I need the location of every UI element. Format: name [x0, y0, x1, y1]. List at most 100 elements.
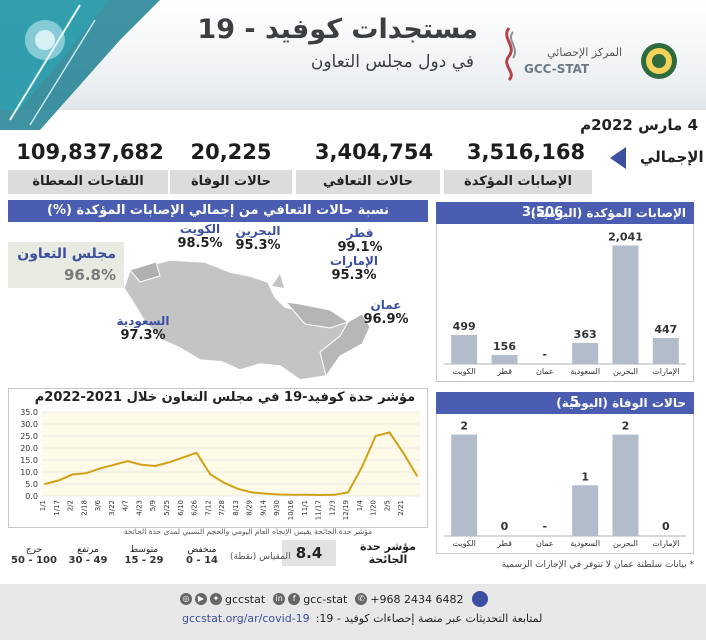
social-gcc-stat-link[interactable]: in f gcc-stat: [273, 593, 347, 606]
x-tick-label: 3/22: [108, 500, 116, 516]
y-tick-label: 20.0: [20, 444, 38, 453]
gcc-recovery-value: 96.8%: [63, 266, 116, 284]
bar-value-label: 1: [581, 470, 589, 483]
total-deaths-value: 20,225: [190, 140, 272, 164]
bar-value-label: 447: [654, 323, 677, 336]
category-label: عمان: [536, 539, 554, 548]
severity-chart-caption: مؤشر حدة الجائحة يقيس الإتجاه العام اليو…: [124, 527, 372, 536]
y-tick-label: 15.0: [20, 456, 38, 465]
data-point: [360, 466, 363, 469]
daily-cases-total: 3,506: [522, 205, 564, 220]
bar: [572, 485, 599, 536]
whatsapp-link[interactable]: ✆ +968 2434 6482: [355, 592, 464, 606]
bar-value-label: 156: [493, 340, 516, 353]
bar: [612, 245, 639, 364]
arrow-left-icon: [610, 147, 626, 169]
uae-name: الإمارات: [329, 254, 379, 268]
x-tick-label: 4/23: [135, 500, 143, 516]
data-point: [99, 467, 102, 470]
total-confirmed-label: الإصابات المؤكدة: [444, 170, 592, 194]
report-date: 4 مارس 2022م: [580, 116, 698, 134]
data-point: [264, 492, 267, 495]
data-point: [195, 451, 198, 454]
bar-value-label: 0: [662, 520, 670, 533]
saudi-value: 97.3%: [120, 328, 166, 343]
data-point: [209, 473, 212, 476]
data-point: [292, 493, 294, 496]
x-tick-label: 11/17: [315, 500, 323, 520]
daily-cases-bar-chart: 499 الكويت 156 قطر - عمان 363 السعودية 2,041 البح…: [444, 230, 686, 377]
covid-platform-icon: [471, 591, 488, 607]
y-tick-label: 30.0: [20, 420, 38, 429]
data-point: [223, 481, 226, 484]
contact-row: ◎ ▶ ✦ gccstat in f gcc-stat ✆ +968 2434 …: [180, 590, 488, 608]
uae-value: 95.3%: [331, 268, 377, 283]
data-point: [347, 491, 350, 494]
total-vaccines-label: اللقاحات المعطاة: [8, 170, 168, 194]
saudi-name: السعودية: [116, 314, 170, 328]
category-label: قطر: [496, 367, 512, 376]
daily-deaths-label: حالات الوفاة (اليومية): [556, 396, 686, 410]
bahrain-name: البحرين: [235, 224, 281, 238]
footer-link-row: gccstat.org/ar/covid-19 لمتابعة التحديثا…: [182, 612, 542, 625]
data-point: [126, 460, 129, 463]
qatar-value: 99.1%: [337, 240, 383, 255]
category-label: الإمارات: [652, 367, 679, 377]
scale-level-medium: متوسط 15 - 29: [118, 545, 170, 566]
x-tick-label: 2/5: [383, 500, 391, 511]
map-label-bahrain: البحرين 95.3%: [228, 224, 288, 253]
bar-value-label: 0: [501, 520, 509, 533]
daily-deaths-header: حالات الوفاة (اليومية) 5: [436, 392, 694, 414]
x-tick-label: 1/1: [39, 500, 47, 511]
data-point: [236, 487, 239, 490]
total-recovered-label: حالات التعافي: [296, 170, 440, 194]
facebook-icon: f: [288, 593, 301, 605]
category-label: عمان: [536, 367, 554, 376]
phone-number: +968 2434 6482: [370, 592, 464, 606]
category-label: السعودية: [570, 539, 600, 548]
category-label: البحرين: [613, 539, 638, 548]
data-point: [250, 491, 253, 494]
scale-low-name: منخفض: [187, 545, 217, 555]
severity-scale-label: المقياس (نقطة): [230, 552, 291, 562]
x-tick-label: 2/2: [67, 500, 75, 511]
social-gccstat-link[interactable]: ◎ ▶ ✦ gccstat: [180, 593, 265, 606]
gcc-recovery-label: مجلس التعاون: [17, 246, 116, 262]
bar: [652, 338, 679, 364]
plot-area: [42, 412, 420, 496]
kuwait-name: الكويت: [179, 222, 221, 236]
page-subtitle: في دول مجلس التعاون: [310, 52, 474, 72]
bar: [451, 434, 478, 536]
x-tick-label: 6/10: [177, 500, 185, 516]
scale-critical-name: حرج: [25, 545, 43, 555]
covid-platform-url[interactable]: gccstat.org/ar/covid-19: [182, 612, 310, 625]
x-tick-label: 3/6: [94, 499, 102, 511]
data-point: [181, 456, 184, 459]
data-point: [44, 483, 46, 485]
kuwait-value: 98.5%: [177, 236, 223, 251]
category-label: البحرين: [613, 367, 638, 376]
footer: [0, 584, 706, 640]
x-tick-label: 1/17: [53, 500, 61, 516]
x-tick-label: 5/9: [149, 500, 157, 511]
x-tick-label: 7/28: [218, 500, 226, 516]
org-name-arabic: المركز الإحصائي: [547, 46, 622, 59]
x-tick-label: 12/3: [328, 500, 336, 516]
map-label-saudi: السعودية 97.3%: [106, 314, 180, 343]
x-tick-label: 7/12: [204, 500, 212, 516]
totals-label: الإجمالي: [640, 148, 704, 166]
bar-value-label: 2,041: [608, 230, 643, 243]
scale-high-name: مرتفع: [77, 545, 99, 555]
data-point: [57, 479, 60, 482]
scale-level-high: مرتفع 30 - 49: [62, 545, 114, 566]
scale-low-range: 0 - 14: [186, 555, 218, 566]
data-point: [402, 451, 405, 454]
category-label: الكويت: [453, 539, 476, 548]
scale-level-low: منخفض 0 - 14: [176, 545, 228, 566]
twitter-icon: ✦: [210, 593, 222, 605]
scale-level-critical: حرج 50 - 100: [6, 545, 62, 566]
category-label: الإمارات: [652, 539, 679, 549]
map-label-kuwait: الكويت 98.5%: [170, 222, 230, 251]
x-tick-label: 8/13: [232, 500, 240, 516]
x-tick-label: 1/20: [370, 500, 378, 516]
